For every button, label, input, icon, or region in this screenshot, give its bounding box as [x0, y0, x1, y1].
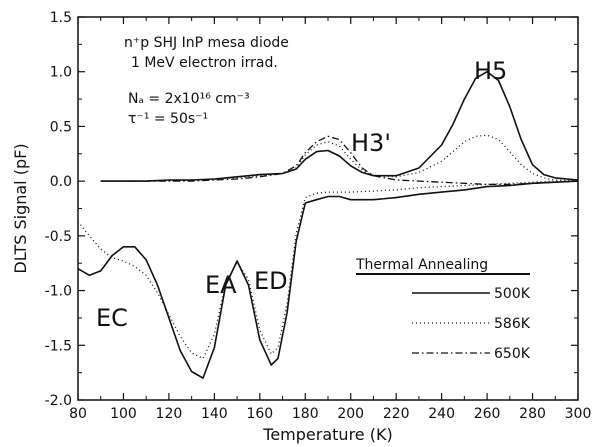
plot-area: [77, 70, 579, 379]
x-tick-label: 300: [565, 406, 592, 422]
y-tick-label: -1.5: [45, 338, 72, 354]
legend: Thermal Annealing 500K 586K 650K: [355, 257, 531, 362]
x-tick-label: 80: [69, 406, 87, 422]
x-tick-label: 120: [156, 406, 183, 422]
y-tick-label: 1.5: [50, 10, 72, 26]
x-tick-label: 100: [110, 406, 137, 422]
peak-label-h3: H3': [351, 129, 391, 157]
peak-label-ed: ED: [254, 267, 288, 295]
legend-label-650k: 650K: [494, 346, 531, 362]
y-tick-label: -1.0: [45, 284, 72, 300]
x-tick-label: 140: [201, 406, 228, 422]
x-tick-label: 280: [519, 406, 546, 422]
peak-label-ea: EA: [205, 271, 237, 299]
legend-title: Thermal Annealing: [355, 257, 488, 273]
rate-label: τ⁻¹ = 50s⁻¹: [128, 111, 208, 127]
y-tick-label: -0.5: [45, 229, 72, 245]
y-tick-label: 0.5: [50, 119, 72, 135]
y-tick-label: 1.0: [50, 65, 72, 81]
series-line-586k-1: [77, 180, 578, 360]
doping-label: Nₐ = 2x10¹⁶ cm⁻³: [128, 91, 250, 107]
annotations: n⁺p SHJ InP mesa diode 1 MeV electron ir…: [96, 35, 507, 332]
x-tick-label: 240: [428, 406, 455, 422]
y-tick-label: -2.0: [45, 393, 72, 409]
x-tick-label: 160: [246, 406, 273, 422]
series-line-500k-0: [77, 180, 579, 379]
x-tick-label: 200: [337, 406, 364, 422]
x-tick-label: 180: [292, 406, 319, 422]
sample-label-line2: 1 MeV electron irrad.: [131, 55, 278, 71]
legend-label-586k: 586K: [494, 316, 531, 332]
series-line-650k-2: [100, 135, 579, 186]
x-tick-label: 220: [383, 406, 410, 422]
y-axis-title: DLTS Signal (pF): [11, 143, 30, 273]
y-tick-label: 0.0: [50, 174, 72, 190]
x-tick-label: 260: [474, 406, 501, 422]
sample-label-line1: n⁺p SHJ InP mesa diode: [124, 35, 289, 51]
legend-label-500k: 500K: [494, 286, 531, 302]
peak-label-ec: EC: [96, 304, 128, 332]
x-axis-title: Temperature (K): [262, 425, 392, 444]
axes: 80 100 120 140 160 180 200 220 240 260 280 300 -2.0 -…: [11, 10, 591, 444]
peak-label-h5: H5: [474, 57, 507, 85]
series-line-500k-3: [100, 70, 579, 182]
